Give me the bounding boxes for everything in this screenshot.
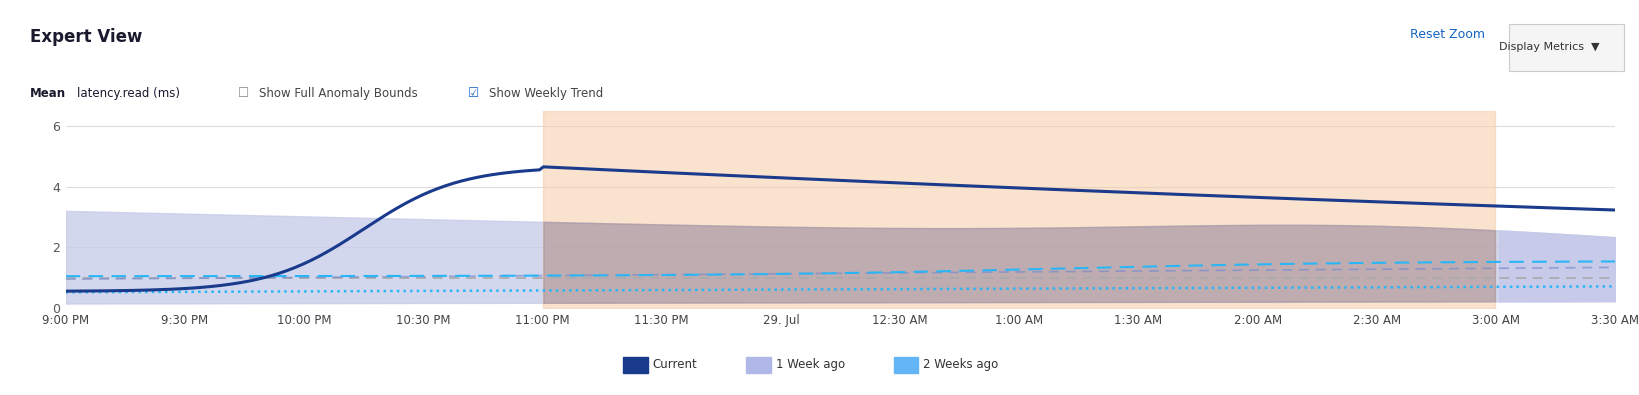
Text: Mean: Mean (30, 87, 66, 100)
Text: Expert View: Expert View (30, 28, 143, 46)
Text: Show Weekly Trend: Show Weekly Trend (488, 87, 603, 100)
Text: Reset Zoom: Reset Zoom (1410, 28, 1485, 41)
Text: Display Metrics  ▼: Display Metrics ▼ (1498, 42, 1598, 53)
Text: ☐: ☐ (238, 87, 249, 100)
Text: 1 Week ago: 1 Week ago (775, 358, 844, 371)
Text: 2 Weeks ago: 2 Weeks ago (923, 358, 998, 371)
Text: Show Full Anomaly Bounds: Show Full Anomaly Bounds (259, 87, 418, 100)
Text: Current: Current (652, 358, 697, 371)
Text: latency.read (ms): latency.read (ms) (77, 87, 180, 100)
Text: ☑: ☑ (467, 87, 479, 100)
